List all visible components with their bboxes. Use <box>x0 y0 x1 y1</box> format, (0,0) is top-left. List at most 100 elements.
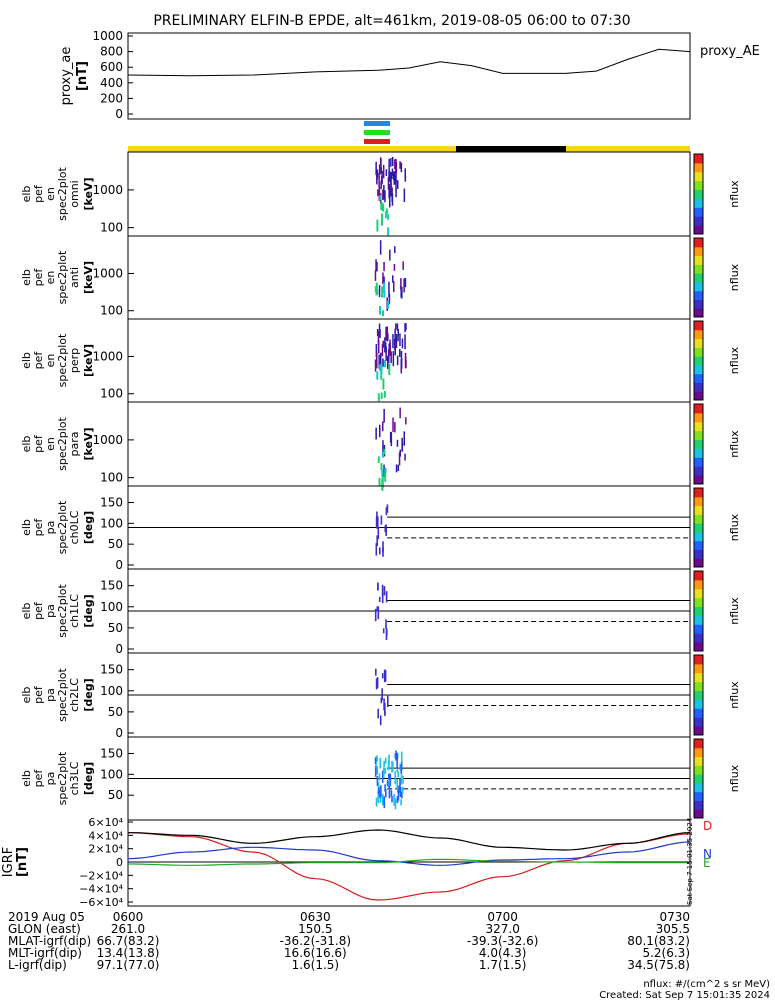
spec-unit: [deg] <box>82 594 95 627</box>
spec-label-line: ch0LC <box>68 510 81 544</box>
spec-pixel <box>385 326 387 340</box>
pa-tick-label: 150 <box>100 747 123 761</box>
spec-pixel <box>385 169 388 176</box>
pa-pixel <box>376 776 379 786</box>
colorbar-segment <box>694 356 703 366</box>
spec-pixel <box>378 164 381 176</box>
spec-pixel <box>392 275 394 283</box>
pa-pixel <box>379 796 382 803</box>
colorbar-segment <box>694 615 703 625</box>
spec-pixel <box>404 175 407 182</box>
spec-pixel <box>401 338 404 349</box>
spec-pixel <box>399 407 401 419</box>
colorbar-segment <box>694 717 703 727</box>
colorbar-segment <box>694 579 703 590</box>
colorbar-segment <box>694 655 703 665</box>
pa-pixel <box>380 697 383 704</box>
spec-label-line: en <box>44 437 57 451</box>
spec-pixel <box>381 475 384 489</box>
spec-pixel <box>399 333 401 347</box>
pa-pixel <box>375 516 378 529</box>
colorbar-segment <box>694 488 703 498</box>
orbit-row-value: 1.7(1.5) <box>479 958 527 972</box>
spec-pixel <box>381 286 384 298</box>
spec-label-line: spec2plot <box>56 751 69 805</box>
spec-label-line: pef <box>32 351 45 370</box>
orbit-row-value: 0730 <box>659 910 690 924</box>
spec-pixel <box>390 172 392 188</box>
pa-pixel <box>377 708 379 719</box>
ae-series-line <box>127 48 691 77</box>
colorbar-segment <box>694 597 703 608</box>
spec-pixel <box>379 424 381 438</box>
colorbar-segment <box>694 747 703 758</box>
orbit-row-value: 327.0 <box>485 922 519 936</box>
spec-pixel <box>376 371 379 380</box>
colorbar-segment <box>694 216 703 226</box>
spec-label-line: elb <box>20 770 33 787</box>
pa-pixel <box>384 702 386 715</box>
spec-label-line: pef <box>32 518 45 537</box>
colorbar-frame <box>693 570 704 652</box>
spec-pixel <box>376 329 379 336</box>
pa-pixel <box>378 773 381 781</box>
colorbar-segment <box>694 412 703 423</box>
spec-pixel <box>404 277 407 288</box>
spec-label-line: elb <box>20 352 33 369</box>
pa-pixel <box>387 694 389 708</box>
colorbar-segment <box>694 225 703 235</box>
colorbar-segment <box>694 171 703 182</box>
spec-pixel <box>379 240 382 255</box>
pa-pixel <box>397 771 399 778</box>
igrf-tick-label: 4×10⁴ <box>88 829 123 842</box>
ae-tick-label: 1000 <box>92 29 123 43</box>
spec-pixel <box>379 195 382 201</box>
spec-frame <box>127 401 691 487</box>
igrf-tick-label: 2×10⁴ <box>88 843 123 856</box>
igrf-legend-n: N <box>703 847 712 861</box>
colorbar-segment <box>694 549 703 559</box>
spec-pixel <box>395 188 397 198</box>
colorbar-segment <box>694 299 703 309</box>
spec-pixel <box>380 369 383 380</box>
spec-pixel <box>387 176 390 190</box>
pa-tick-label: 150 <box>100 496 123 510</box>
spec-pixel <box>386 326 388 338</box>
spec-pixel <box>395 334 398 348</box>
spec-pixel <box>378 354 380 369</box>
igrf-line-E <box>128 858 690 866</box>
colorbar-segment <box>694 531 703 542</box>
pa-pixel <box>381 673 384 679</box>
spec-pixel <box>394 422 396 433</box>
spec-label-line: elb <box>20 687 33 704</box>
spec-unit: [keV] <box>82 177 95 210</box>
spec-label-line: elb <box>20 603 33 620</box>
pa-pixel <box>375 797 378 807</box>
spec-pixel <box>380 352 382 365</box>
spec-pixel <box>382 440 384 453</box>
spec-label-line: ch1LC <box>68 594 81 628</box>
ae-tick-label: 800 <box>100 45 123 59</box>
pa-pixel <box>376 677 379 689</box>
pa-pixel <box>379 547 381 555</box>
igrf-legend-d: D <box>703 819 712 833</box>
spec-panel-3: elb pef en spec2plot para [keV]1000 100 <box>20 401 691 491</box>
spec-panel-4: elb pef pa spec2plot ch0LC [deg] 150 100 50 0 <box>20 485 691 572</box>
spec-pixel <box>393 281 395 293</box>
colorbar-segment <box>694 699 703 709</box>
pa-tick-label: 100 <box>100 516 123 530</box>
igrf-line-total <box>128 829 691 851</box>
colorbar-label: nflux <box>728 430 741 458</box>
pa-pixel <box>399 787 402 798</box>
colorbar-2: nflux <box>693 320 741 401</box>
igrf-line-N <box>127 841 691 866</box>
colorbar-segment <box>694 329 703 340</box>
pa-pixel <box>381 793 384 806</box>
pa-pixel <box>374 757 377 764</box>
spec-label-line: en <box>44 354 57 368</box>
spec-pixel <box>397 329 399 337</box>
spec-pixel <box>380 364 383 375</box>
igrf-yunit: [nT] <box>15 847 30 877</box>
colorbar-frame <box>693 654 704 736</box>
